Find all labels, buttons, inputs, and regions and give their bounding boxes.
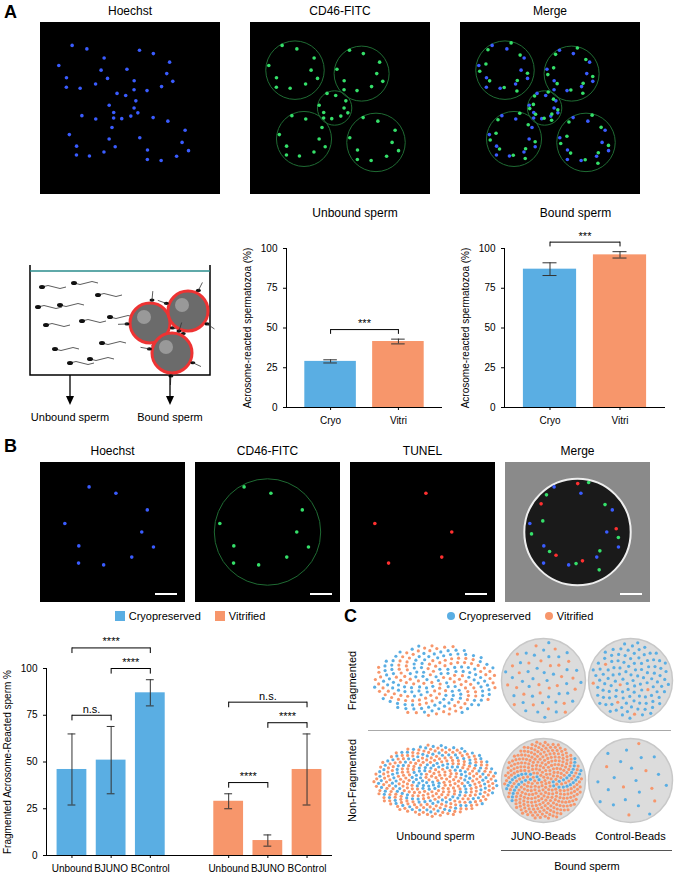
svg-text:JUNO-Beads: JUNO-Beads [511,830,576,842]
svg-text:***: *** [358,317,372,329]
svg-text:***: *** [579,230,593,242]
svg-text:****: **** [279,710,297,722]
svg-text:100: 100 [261,243,278,254]
svg-text:50: 50 [484,322,496,333]
html-text:Merge: Merge [560,444,595,458]
svg-text:75: 75 [266,282,278,293]
svg-text:25: 25 [266,362,278,373]
html-text:Hoechst: Hoechst [108,4,152,18]
svg-text:Fragmented: Fragmented [346,651,358,710]
html-text:Vitrified: Vitrified [556,610,594,622]
html-text:Bound sperm: Bound sperm [539,206,612,220]
html-text:Unbound sperm: Unbound sperm [312,206,398,220]
svg-text:Control-Beads: Control-Beads [595,830,666,842]
svg-text:BControl: BControl [131,863,170,874]
svg-text:Unbound: Unbound [208,863,249,874]
svg-text:****: **** [103,635,121,647]
svg-text:****: **** [240,770,258,782]
svg-text:25: 25 [26,803,38,814]
svg-text:BControl: BControl [288,863,327,874]
html-text:TUNEL: TUNEL [402,444,443,458]
html-text:A: A [4,2,17,22]
svg-text:n.s.: n.s. [83,703,101,715]
html-text:CD46-FITC: CD46-FITC [309,4,371,18]
svg-text:Bound sperm: Bound sperm [554,860,619,872]
svg-text:BJUNO: BJUNO [251,863,285,874]
svg-text:0: 0 [272,402,278,413]
html-text:C: C [344,606,357,626]
svg-text:Acrosome-reacted spermatozoa (: Acrosome-reacted spermatozoa (%) [460,248,471,409]
html-text:Vitrified: Vitrified [228,610,266,622]
svg-text:Vitri: Vitri [390,415,407,426]
svg-text:Bound sperm: Bound sperm [137,411,202,423]
svg-text:Cryo: Cryo [320,415,342,426]
svg-text:Acrosome-reacted spermatozoa (: Acrosome-reacted spermatozoa (%) [242,248,253,409]
svg-text:75: 75 [26,709,38,720]
html-text:Cryopreserved: Cryopreserved [458,610,531,622]
svg-text:Fragmented Acrosome-Reacted sp: Fragmented Acrosome-Reacted sperm % [2,670,13,854]
svg-text:Unbound sperm: Unbound sperm [31,411,109,423]
html-text:Merge: Merge [533,4,567,18]
svg-text:50: 50 [266,322,278,333]
html-text:CD46-FITC: CD46-FITC [236,444,299,458]
svg-text:Non-Fragmented: Non-Fragmented [346,739,358,822]
svg-text:0: 0 [490,402,496,413]
svg-text:100: 100 [21,663,38,674]
svg-text:****: **** [122,656,140,668]
svg-text:25: 25 [484,362,496,373]
html-text:Cryopreserved: Cryopreserved [128,610,201,622]
svg-text:75: 75 [484,282,496,293]
svg-text:n.s.: n.s. [259,690,277,702]
svg-text:0: 0 [32,850,38,861]
svg-text:BJUNO: BJUNO [94,863,128,874]
svg-text:Vitri: Vitri [611,415,628,426]
svg-text:Unbound: Unbound [52,863,93,874]
html-text:Hoechst: Hoechst [90,444,135,458]
svg-text:50: 50 [26,756,38,767]
svg-text:Unbound sperm: Unbound sperm [396,830,474,842]
svg-text:100: 100 [479,243,496,254]
svg-text:Cryo: Cryo [539,415,561,426]
html-text:B: B [4,436,17,456]
